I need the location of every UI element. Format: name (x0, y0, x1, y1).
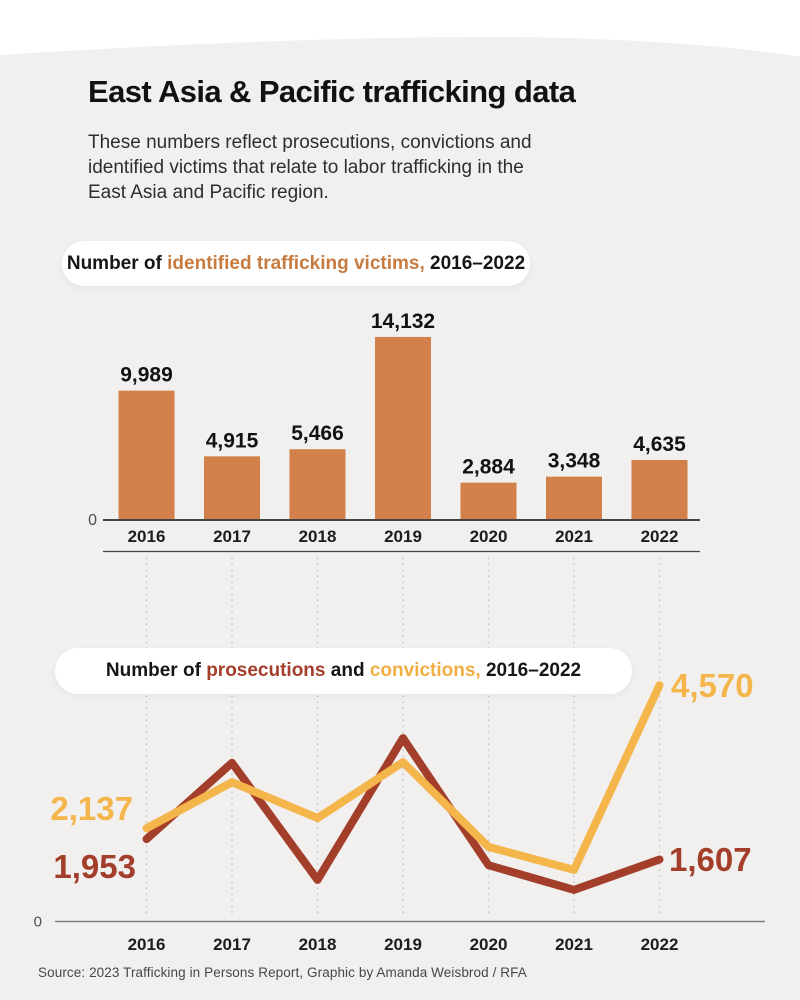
convictions-end-value-label: 4,570 (671, 667, 754, 704)
year-label: 2016 (128, 935, 166, 954)
year-label: 2022 (641, 527, 679, 546)
lines-title-suffix: 2016–2022 (480, 660, 582, 681)
subtitle-line: identified victims that relate to labor … (88, 157, 524, 178)
prosecutions-line (142, 734, 664, 894)
year-label: 2016 (128, 527, 166, 546)
bar (289, 449, 346, 519)
year-label: 2019 (384, 935, 422, 954)
convictions-start-value-label: 2,137 (50, 790, 133, 827)
prosecutions-end-value-label: 1,607 (669, 841, 752, 878)
victims-title-suffix: 2016–2022 (424, 252, 526, 274)
victims-chart-title-pill: Number of identified trafficking victims… (62, 241, 530, 286)
bar-value-label: 3,348 (548, 450, 601, 473)
bar (204, 456, 260, 519)
subtitle-line: East Asia and Pacific region. (88, 182, 329, 203)
year-label: 2017 (213, 527, 251, 546)
lines-chart-title-pill: Number of prosecutions and convictions, … (55, 648, 632, 694)
bar-value-label: 2,884 (462, 456, 515, 479)
bar (631, 459, 688, 519)
year-label: 2022 (641, 935, 679, 954)
year-label: 2018 (299, 527, 337, 546)
y-axis-zero-label: 0 (88, 512, 97, 529)
year-label: 2020 (470, 527, 508, 546)
lines-title-convictions: convictions, (369, 660, 481, 681)
year-label: 2021 (555, 527, 593, 546)
page-title: East Asia & Pacific trafficking data (88, 74, 576, 109)
bar-value-label: 4,635 (633, 433, 686, 456)
source-credit: Source: 2023 Trafficking in Persons Repo… (38, 965, 527, 980)
bar-value-label: 5,466 (291, 422, 344, 445)
bar-value-label: 9,989 (120, 364, 173, 387)
convictions-line (142, 681, 664, 874)
y-axis-zero-label: 0 (34, 914, 42, 931)
lines-title-prefix: Number of (105, 660, 207, 681)
year-label: 2018 (299, 935, 337, 954)
page-subtitle: These numbers reflect prosecutions, conv… (88, 130, 532, 205)
victims-bar-chart: 9,989 4,915 5,466 14,132 2,884 3,348 4,635 0 201… (88, 310, 700, 918)
prosecutions-convictions-line-chart: 0 2016 2017 2018 2019 2020 2021 2022 2,137 1,953 4… (34, 667, 765, 954)
prosecutions-start-value-label: 1,953 (53, 848, 136, 885)
victims-title-highlight: identified trafficking victims, (167, 252, 425, 274)
year-label: 2019 (384, 527, 422, 546)
bar (460, 482, 517, 519)
bar-value-label: 14,132 (371, 310, 435, 333)
victims-title-prefix: Number of (66, 252, 168, 274)
bar (375, 336, 431, 519)
year-label: 2017 (213, 935, 251, 954)
lines-title-prosecutions: prosecutions (206, 660, 326, 681)
lines-title-mid: and (325, 660, 370, 681)
year-label: 2021 (555, 935, 593, 954)
subtitle-line: These numbers reflect prosecutions, conv… (88, 132, 532, 153)
bar (118, 390, 175, 519)
year-label: 2020 (470, 935, 508, 954)
bar-value-label: 4,915 (206, 429, 259, 452)
bar (546, 476, 602, 519)
